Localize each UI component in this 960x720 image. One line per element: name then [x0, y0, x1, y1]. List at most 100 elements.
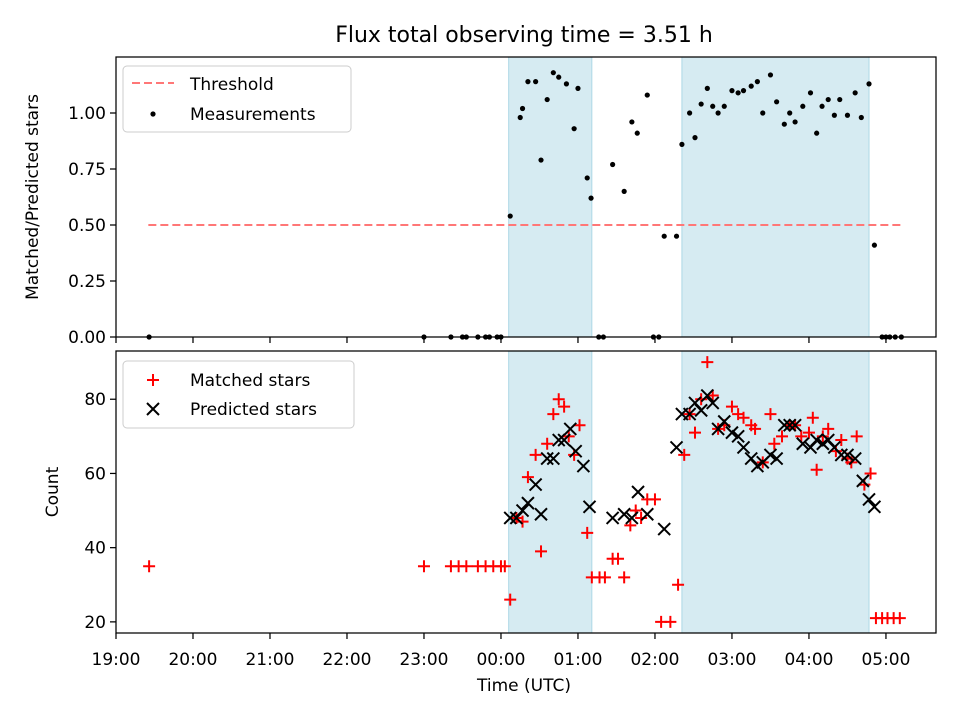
top-y-tick-label: 0.00: [68, 328, 106, 348]
matched-star-point: [529, 448, 542, 461]
measurement-point: [729, 88, 735, 94]
measurement-point: [787, 110, 793, 116]
measurement-point: [661, 233, 667, 239]
measurement-point: [698, 101, 704, 107]
matched-star-point: [143, 560, 156, 573]
top-y-tick-label: 0.25: [68, 272, 106, 292]
matched-star-point: [618, 571, 631, 584]
predicted-star-point: [867, 500, 882, 514]
top-y-tick-label: 1.00: [68, 104, 106, 124]
matched-star-point: [521, 471, 534, 484]
bottom-legend: Matched stars Predicted stars: [122, 360, 355, 429]
chart-title: Flux total observing time = 3.51 h: [335, 23, 713, 48]
threshold-legend-label: Threshold: [189, 75, 274, 95]
measurement-point: [800, 103, 806, 109]
matched-star-point: [725, 400, 738, 413]
matched-star-point: [535, 545, 548, 558]
measurement-point: [610, 161, 616, 168]
top-legend: Threshold Measurements: [122, 65, 352, 133]
matched-star-point: [648, 493, 661, 506]
predicted-star-point: [783, 418, 797, 432]
matched-star-point: [460, 560, 473, 573]
measurement-point: [544, 96, 550, 103]
predicted-star-point: [617, 507, 631, 521]
top-x-ticks: [115, 337, 887, 343]
matched-star-point: [498, 560, 511, 573]
matched-star-point: [552, 393, 565, 406]
matched-star-point: [678, 448, 691, 461]
matched-star-point: [504, 593, 517, 606]
bottom-y-tick-label: 60: [84, 464, 106, 484]
matched-star-point: [893, 612, 906, 625]
measurement-point: [563, 81, 570, 87]
bottom-y-axis-label: Count: [43, 466, 63, 517]
predicted-star-point: [563, 422, 577, 436]
measurement-point: [588, 195, 594, 201]
matched-star-point: [764, 408, 777, 421]
predicted-star-point: [717, 414, 731, 429]
matched-star-point: [558, 400, 571, 413]
predicted-star-point: [694, 403, 708, 418]
shaded-interval-0: [508, 350, 593, 634]
measurement-point: [814, 130, 820, 136]
measurement-point: [831, 112, 837, 118]
matched-star-point: [776, 430, 789, 443]
measurement-point: [767, 72, 774, 78]
matched-star-point: [822, 422, 835, 435]
measurement-point: [679, 141, 685, 147]
predicted-star-point: [769, 451, 784, 466]
bottom-y-tick-label: 80: [84, 390, 106, 410]
matched-star-point: [810, 463, 823, 476]
bottom-shaded-intervals: [508, 350, 870, 634]
measurement-point: [858, 114, 864, 121]
matched-star-point: [417, 560, 430, 573]
x-tick-label: 04:00: [784, 650, 833, 670]
measurement-point: [687, 110, 693, 116]
measurement-point: [673, 233, 680, 239]
matched-star-point: [795, 430, 808, 443]
measurement-point: [575, 85, 581, 91]
x-tick-label: 23:00: [399, 650, 448, 670]
matched-star-point: [695, 393, 708, 406]
predicted-star-point: [700, 388, 715, 403]
matched-star-point: [624, 519, 637, 532]
matched-star-point: [806, 411, 819, 424]
x-tick-label: 03:00: [707, 650, 756, 670]
predicted-star-point: [834, 448, 849, 462]
predicted-star-point: [862, 492, 876, 507]
x-tick-label: 21:00: [245, 650, 294, 670]
matched-star-point: [802, 426, 815, 439]
predicted-star-point: [540, 451, 554, 466]
top-y-axis-label: Matched/Predicted stars: [23, 94, 43, 300]
matched-star-point: [598, 571, 611, 584]
bottom-plot-frame: [115, 350, 937, 634]
predicted-star-point: [640, 507, 654, 521]
predicted-star-point: [605, 511, 620, 525]
predicted-star-point: [731, 429, 745, 444]
measurement-point: [556, 74, 562, 80]
predicted-star-point: [552, 433, 566, 447]
predicted-star-point: [546, 451, 561, 466]
predicted-star-point: [515, 503, 530, 518]
measurement-point: [748, 83, 754, 89]
measurement-point: [852, 90, 858, 96]
predicted-star-point: [848, 451, 862, 466]
measurements-legend-label: Measurements: [190, 105, 316, 125]
matched-star-point: [541, 437, 554, 450]
predicted-star-point: [777, 418, 792, 432]
measurement-point: [584, 175, 590, 181]
predicted-star-point: [582, 500, 597, 514]
matched-star-point: [664, 615, 677, 628]
matched-star-point: [816, 430, 829, 443]
shaded-interval-0: [508, 56, 593, 338]
top-plot-frame: [115, 56, 937, 338]
measurement-point: [704, 85, 710, 91]
measurement-point: [871, 242, 878, 248]
matched-star-point: [635, 511, 648, 524]
measurement-point: [525, 79, 531, 85]
top-shaded-intervals: [508, 56, 870, 338]
measurement-point: [710, 103, 716, 109]
measurement-point: [844, 112, 851, 118]
predicted-star-point: [521, 496, 535, 510]
